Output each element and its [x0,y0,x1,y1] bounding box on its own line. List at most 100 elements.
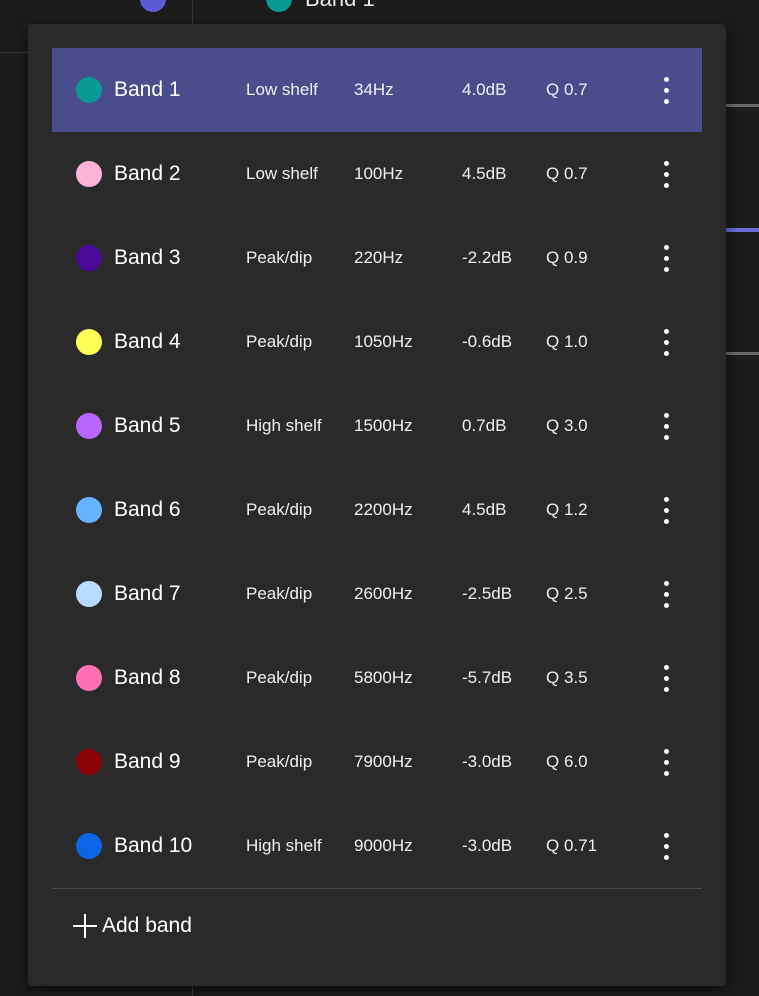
band-type: Low shelf [246,80,318,99]
more-vertical-dot [663,182,669,188]
band-q: Q 0.9 [546,248,588,267]
more-vertical-dot [663,580,669,586]
band-name: Band 9 [114,750,181,773]
more-vertical-dot [663,412,669,418]
band-gain: 4.5dB [462,164,507,183]
band-list: Band 1 Low shelf 34Hz 4.0dB Q 0.7 Band 2 Low s… [52,48,702,888]
band-gain: 0.7dB [462,416,507,435]
band-name: Band 3 [114,246,181,269]
more-vertical-dot [663,602,669,608]
band-freq: 34Hz [354,80,394,99]
more-vertical-dot [663,748,669,754]
band-q: Q 0.7 [546,164,588,183]
band-type: High shelf [246,416,322,435]
more-vertical-icon[interactable] [652,322,680,362]
band-type: Low shelf [246,164,318,183]
band-name: Band 10 [114,834,193,857]
menu-divider [52,888,702,889]
band-row-10[interactable]: Band 10 High shelf 9000Hz -3.0dB Q 0.71 [52,804,702,888]
band-row-3[interactable]: Band 3 Peak/dip 220Hz -2.2dB Q 0.9 [52,216,702,300]
band-freq: 2600Hz [354,584,413,603]
more-vertical-dot [663,664,669,670]
band-color-dot [76,581,102,607]
more-vertical-icon[interactable] [652,154,680,194]
more-vertical-dot [663,160,669,166]
band-q: Q 1.0 [546,332,588,351]
more-vertical-dot [663,76,669,82]
more-vertical-icon[interactable] [652,742,680,782]
more-vertical-dot [663,244,669,250]
band-q: Q 0.7 [546,80,588,99]
background-divider [0,52,28,53]
more-vertical-dot [663,87,669,93]
background-slider-track-active [726,228,759,232]
background-band-color-dot [266,0,292,12]
band-type: Peak/dip [246,584,313,603]
more-vertical-icon[interactable] [652,826,680,866]
band-row-4[interactable]: Band 4 Peak/dip 1050Hz -0.6dB Q 1.0 [52,300,702,384]
band-q: Q 0.71 [546,836,598,855]
band-q: Q 3.5 [546,668,588,687]
band-type: Peak/dip [246,248,313,267]
background-slider-track [726,104,759,107]
band-row-8[interactable]: Band 8 Peak/dip 5800Hz -5.7dB Q 3.5 [52,636,702,720]
more-vertical-icon[interactable] [652,238,680,278]
add-band-label: Add band [102,914,192,937]
band-freq: 220Hz [354,248,404,267]
band-freq: 1050Hz [354,332,413,351]
band-name: Band 1 [114,78,181,101]
more-vertical-icon[interactable] [652,574,680,614]
more-vertical-dot [663,266,669,272]
band-q: Q 2.5 [546,584,588,603]
more-vertical-icon[interactable] [652,70,680,110]
more-vertical-dot [663,591,669,597]
band-freq: 2200Hz [354,500,413,519]
band-gain: -3.0dB [462,836,513,855]
band-color-dot [76,833,102,859]
band-color-dot [76,749,102,775]
band-freq: 9000Hz [354,836,413,855]
more-vertical-dot [663,98,669,104]
more-vertical-dot [663,770,669,776]
band-type: High shelf [246,836,322,855]
band-row-5[interactable]: Band 5 High shelf 1500Hz 0.7dB Q 3.0 [52,384,702,468]
band-freq: 1500Hz [354,416,413,435]
more-vertical-dot [663,339,669,345]
band-gain: -3.0dB [462,752,513,771]
more-vertical-dot [663,843,669,849]
more-vertical-dot [663,675,669,681]
more-vertical-icon[interactable] [652,658,680,698]
band-freq: 100Hz [354,164,404,183]
band-name: Band 6 [114,498,181,521]
more-vertical-dot [663,255,669,261]
band-name: Band 8 [114,666,181,689]
plus-icon [72,913,98,939]
band-gain: -2.2dB [462,248,513,267]
band-color-dot [76,497,102,523]
band-color-dot [76,245,102,271]
band-row-9[interactable]: Band 9 Peak/dip 7900Hz -3.0dB Q 6.0 [52,720,702,804]
add-band-button[interactable]: Add band [72,908,192,944]
band-row-1[interactable]: Band 1 Low shelf 34Hz 4.0dB Q 0.7 [52,48,702,132]
band-name: Band 7 [114,582,181,605]
band-row-6[interactable]: Band 6 Peak/dip 2200Hz 4.5dB Q 1.2 [52,468,702,552]
background-edit-icon [140,0,166,12]
band-q: Q 6.0 [546,752,588,771]
band-name: Band 2 [114,162,181,185]
more-vertical-dot [663,854,669,860]
more-vertical-icon[interactable] [652,490,680,530]
more-vertical-dot [663,171,669,177]
more-vertical-icon[interactable] [652,406,680,446]
band-gain: 4.5dB [462,500,507,519]
more-vertical-dot [663,496,669,502]
background-slider-track [726,352,759,355]
band-freq: 7900Hz [354,752,413,771]
band-type: Peak/dip [246,752,313,771]
band-name: Band 5 [114,414,181,437]
band-row-2[interactable]: Band 2 Low shelf 100Hz 4.5dB Q 0.7 [52,132,702,216]
band-type: Peak/dip [246,500,313,519]
band-type: Peak/dip [246,332,313,351]
band-row-7[interactable]: Band 7 Peak/dip 2600Hz -2.5dB Q 2.5 [52,552,702,636]
band-color-dot [76,413,102,439]
band-q: Q 1.2 [546,500,588,519]
